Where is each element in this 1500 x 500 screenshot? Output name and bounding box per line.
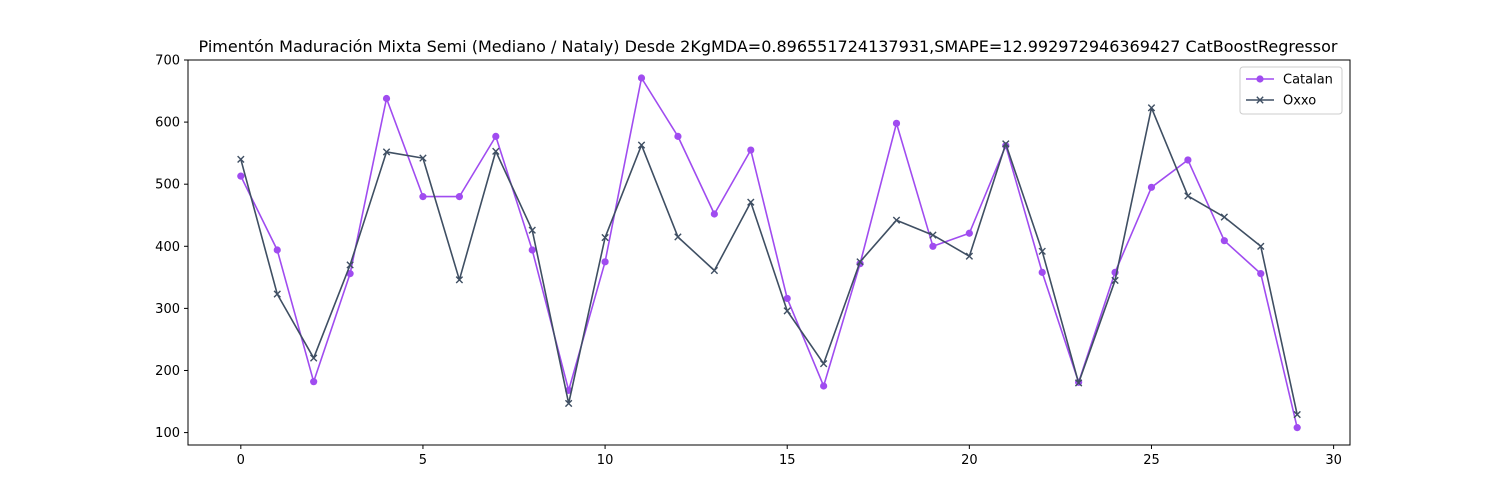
data-point-oxxo [309, 354, 318, 362]
data-point-oxxo [382, 148, 391, 156]
data-point-oxxo [1002, 140, 1010, 148]
data-point-oxxo [1220, 213, 1229, 221]
data-point-catalan [1257, 270, 1265, 278]
x-axis: 0 5 10 15 20 25 30 [237, 445, 1342, 468]
data-point-oxxo [455, 276, 464, 284]
data-point-catalan [310, 378, 318, 386]
data-point-oxxo [601, 233, 609, 242]
data-point-catalan [1220, 237, 1228, 245]
data-point-catalan [346, 270, 354, 278]
legend-marker-oxxo [1256, 96, 1264, 104]
chart-title: Pimentón Maduración Mixta Semi (Mediano … [199, 37, 1338, 56]
x-tick-label: 5 [419, 453, 427, 468]
data-point-oxxo [1147, 104, 1156, 112]
data-point-catalan [747, 146, 755, 154]
data-point-catalan [1184, 156, 1192, 164]
series-layer [237, 74, 1301, 432]
series-line-oxxo [240, 107, 1298, 415]
legend-label-catalan: Catalan [1283, 73, 1333, 88]
data-point-oxxo [1038, 247, 1046, 255]
y-tick-label: 200 [155, 364, 180, 379]
data-point-oxxo [965, 252, 974, 260]
legend-marker-catalan [1256, 75, 1264, 83]
data-point-oxxo [237, 155, 245, 164]
series-catalan [237, 74, 1301, 432]
data-point-oxxo [674, 233, 682, 241]
data-point-catalan [820, 382, 828, 390]
data-point-catalan [237, 172, 245, 180]
data-point-oxxo [346, 261, 354, 269]
data-point-catalan [382, 94, 391, 103]
y-tick-label: 100 [155, 426, 180, 441]
data-point-catalan [637, 74, 646, 82]
data-point-oxxo [710, 266, 719, 275]
legend-label-oxxo: Oxxo [1283, 94, 1316, 109]
series-oxxo [237, 104, 1301, 419]
data-point-catalan [1147, 183, 1156, 191]
x-tick-label: 0 [237, 453, 245, 468]
data-point-oxxo [892, 216, 901, 224]
data-point-oxxo [819, 359, 828, 368]
data-point-oxxo [564, 399, 573, 408]
data-point-oxxo [492, 147, 500, 155]
data-point-oxxo [856, 258, 864, 266]
y-tick-label: 400 [155, 240, 180, 255]
y-tick-label: 500 [155, 178, 180, 193]
data-point-catalan [965, 229, 973, 237]
data-point-catalan [1293, 424, 1301, 432]
data-point-oxxo [747, 198, 755, 206]
y-tick-label: 600 [155, 116, 180, 131]
y-axis: 100 200 300 400 500 600 700 [155, 54, 188, 441]
data-point-oxxo [273, 290, 281, 298]
x-tick-label: 30 [1325, 453, 1342, 468]
data-point-oxxo [1257, 242, 1265, 250]
data-point-oxxo [783, 307, 791, 315]
data-point-catalan [273, 246, 281, 254]
series-line-catalan [240, 77, 1298, 428]
data-point-oxxo [637, 141, 646, 149]
data-point-catalan [492, 132, 500, 140]
data-point-catalan [1038, 268, 1046, 276]
data-point-oxxo [528, 226, 536, 234]
data-point-oxxo [1074, 379, 1083, 387]
data-point-catalan [674, 132, 682, 140]
data-point-catalan [892, 119, 901, 127]
data-point-catalan [419, 193, 427, 201]
data-point-oxxo [1111, 276, 1119, 285]
plot-area [187, 59, 1351, 446]
x-tick-label: 15 [779, 453, 796, 468]
legend: Catalan Oxxo [1239, 66, 1343, 115]
data-point-oxxo [929, 231, 937, 239]
x-tick-label: 10 [597, 453, 614, 468]
x-tick-label: 25 [1143, 453, 1160, 468]
data-point-oxxo [1293, 410, 1301, 419]
data-point-oxxo [1184, 192, 1192, 200]
y-tick-label: 700 [155, 54, 180, 69]
data-point-catalan [528, 246, 536, 254]
data-point-catalan [455, 193, 463, 201]
x-tick-label: 20 [961, 453, 978, 468]
data-point-catalan [601, 258, 609, 266]
data-point-catalan [710, 210, 718, 218]
data-point-oxxo [419, 154, 427, 162]
data-point-catalan [783, 294, 791, 303]
y-tick-label: 300 [155, 302, 180, 317]
data-point-catalan [929, 242, 937, 250]
